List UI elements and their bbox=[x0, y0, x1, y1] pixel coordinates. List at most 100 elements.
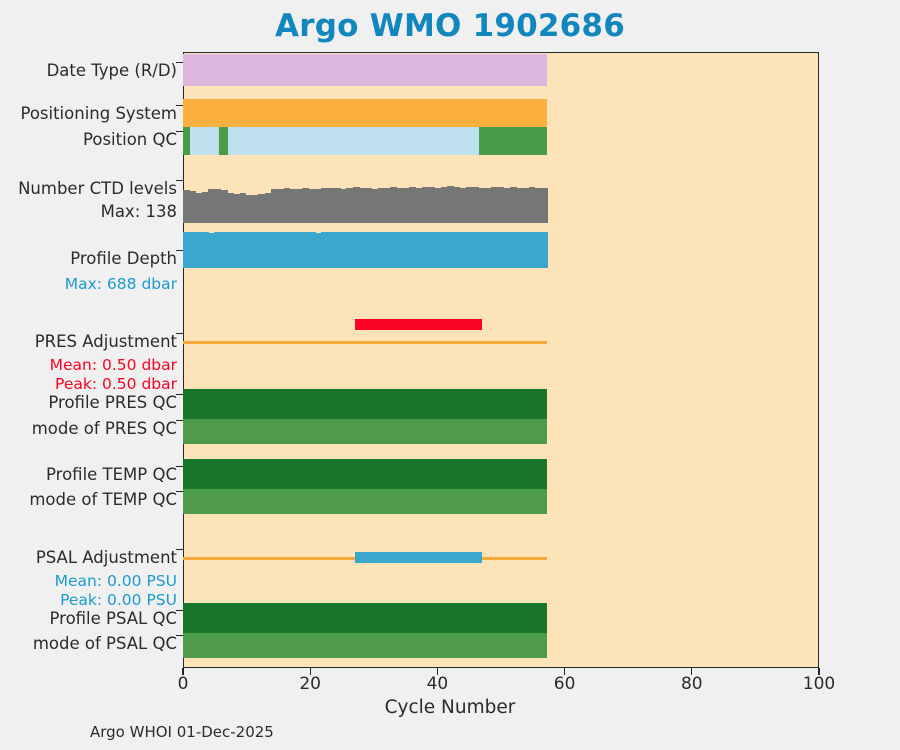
profile-depth-bar bbox=[321, 232, 329, 268]
y-label-pres-adjustment: PRES Adjustment bbox=[34, 332, 177, 351]
profile-depth-bar bbox=[183, 232, 190, 268]
y-tick bbox=[176, 62, 183, 64]
ctd-levels-bar bbox=[409, 187, 417, 223]
profile-depth-bar bbox=[214, 232, 222, 268]
profile-depth-bar bbox=[195, 232, 203, 268]
profile-psal-qc-segment bbox=[183, 603, 548, 633]
y-label-psal-mean: Mean: 0.00 PSU bbox=[54, 572, 177, 590]
profile-depth-bar bbox=[402, 232, 410, 268]
y-tick bbox=[176, 250, 183, 252]
profile-depth-bar bbox=[270, 232, 278, 268]
ctd-levels-bar bbox=[390, 187, 398, 223]
ctd-levels-bar bbox=[541, 188, 549, 223]
y-tick bbox=[176, 635, 183, 637]
mode-pres-qc-segment bbox=[183, 419, 548, 444]
profile-depth-bar bbox=[453, 232, 461, 268]
ctd-levels-bar bbox=[534, 187, 542, 223]
ctd-levels-bar bbox=[264, 192, 272, 223]
ctd-levels-bar bbox=[459, 187, 467, 223]
y-label-mode-temp-qc: mode of TEMP QC bbox=[29, 490, 177, 509]
ctd-levels-bar bbox=[396, 187, 404, 223]
position-qc-segment bbox=[219, 127, 228, 155]
ctd-levels-bar bbox=[302, 188, 310, 223]
y-tick bbox=[176, 333, 183, 335]
profile-depth-bar bbox=[434, 232, 442, 268]
y-label-psal-adjustment: PSAL Adjustment bbox=[35, 548, 177, 567]
y-tick bbox=[176, 491, 183, 493]
ctd-levels-bar bbox=[522, 187, 530, 223]
profile-depth-bar bbox=[365, 232, 373, 268]
profile-depth-bar bbox=[440, 232, 448, 268]
profile-depth-bar bbox=[296, 232, 303, 268]
x-tick-label: 0 bbox=[177, 674, 189, 694]
y-label-mode-psal-qc: mode of PSAL QC bbox=[32, 634, 177, 653]
x-tick-label: 80 bbox=[680, 674, 703, 694]
ctd-levels-bar bbox=[270, 189, 278, 223]
profile-depth-bar bbox=[258, 232, 266, 268]
profile-depth-bar bbox=[459, 232, 467, 268]
y-tick bbox=[176, 131, 183, 133]
mode-psal-qc-segment bbox=[183, 633, 548, 658]
y-label-positioning: Positioning System bbox=[20, 104, 177, 123]
ctd-levels-bar bbox=[283, 188, 291, 223]
ctd-levels-bar bbox=[214, 189, 222, 223]
ctd-levels-bar bbox=[402, 188, 410, 223]
x-tick bbox=[436, 668, 439, 675]
x-tick-label: 40 bbox=[426, 674, 449, 694]
ctd-levels-bar bbox=[490, 187, 498, 223]
positioning-segment bbox=[183, 99, 548, 127]
y-label-profile-pres-qc: Profile PRES QC bbox=[48, 393, 177, 412]
x-tick bbox=[309, 668, 311, 675]
y-label-pres-mean: Mean: 0.50 dbar bbox=[49, 356, 177, 374]
profile-depth-bar bbox=[371, 232, 379, 268]
ctd-levels-bar bbox=[465, 186, 473, 223]
profile-depth-bar bbox=[245, 232, 253, 268]
ctd-levels-bar bbox=[434, 187, 442, 223]
ctd-levels-bar bbox=[497, 186, 505, 223]
y-tick bbox=[176, 105, 183, 107]
profile-depth-bar bbox=[308, 232, 316, 268]
x-tick bbox=[818, 668, 820, 675]
y-label-date-type: Date Type (R/D) bbox=[46, 61, 177, 80]
ctd-levels-bar bbox=[296, 188, 303, 223]
profile-depth-bar bbox=[277, 232, 285, 268]
ctd-levels-bar bbox=[509, 187, 517, 223]
profile-depth-bar bbox=[289, 232, 297, 268]
ctd-levels-bar bbox=[289, 189, 297, 223]
y-tick bbox=[176, 180, 183, 182]
ctd-levels-bar bbox=[189, 191, 197, 223]
ctd-levels-bar bbox=[233, 194, 241, 223]
footer-credit: Argo WHOI 01-Dec-2025 bbox=[90, 723, 274, 741]
ctd-levels-bar bbox=[371, 188, 379, 223]
ctd-levels-bar bbox=[352, 187, 360, 223]
ctd-levels-bar bbox=[446, 186, 454, 223]
ctd-levels-bar bbox=[258, 194, 266, 223]
profile-depth-bar bbox=[503, 232, 511, 268]
y-label-profile-depth: Profile Depth bbox=[70, 249, 177, 268]
y-axis-labels: Date Type (R/D) Positioning System Positio… bbox=[0, 0, 181, 750]
y-label-psal-peak: Peak: 0.00 PSU bbox=[60, 591, 177, 609]
profile-depth-bar bbox=[509, 232, 517, 268]
ctd-levels-bar bbox=[327, 187, 335, 223]
ctd-levels-bar bbox=[516, 188, 523, 223]
profile-depth-bar bbox=[346, 232, 354, 268]
y-label-pres-peak: Peak: 0.50 dbar bbox=[55, 375, 177, 393]
profile-depth-bar bbox=[358, 232, 366, 268]
profile-depth-bar bbox=[252, 232, 259, 268]
ctd-levels-bar bbox=[472, 187, 479, 223]
profile-pres-qc-segment bbox=[183, 389, 548, 419]
ctd-levels-bar bbox=[440, 186, 448, 223]
y-tick bbox=[176, 549, 183, 551]
ctd-levels-bar bbox=[358, 188, 366, 223]
ctd-levels-bar bbox=[201, 191, 209, 223]
ctd-levels-bar bbox=[528, 187, 536, 223]
ctd-levels-bar bbox=[428, 187, 435, 223]
y-label-mode-pres-qc: mode of PRES QC bbox=[31, 419, 177, 438]
y-label-profile-psal-qc: Profile PSAL QC bbox=[49, 609, 177, 628]
y-label-profile-depth-max: Max: 688 dbar bbox=[64, 275, 177, 293]
position-qc-segment bbox=[183, 127, 190, 155]
profile-depth-bar bbox=[226, 232, 234, 268]
profile-depth-bar bbox=[302, 232, 310, 268]
profile-depth-bar bbox=[409, 232, 417, 268]
